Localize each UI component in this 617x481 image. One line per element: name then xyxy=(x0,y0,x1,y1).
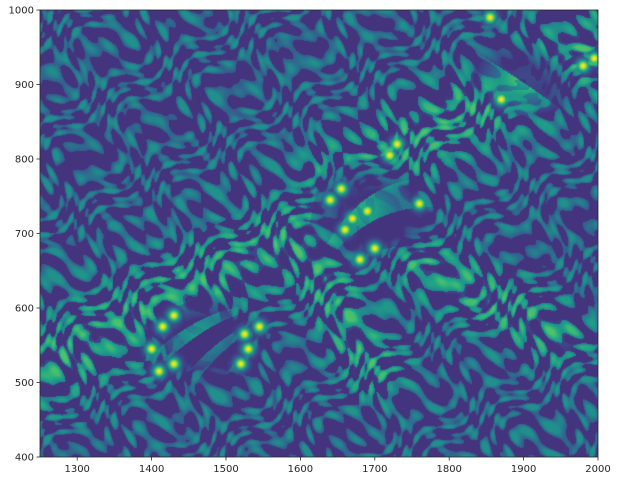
x-tick-label: 1900 xyxy=(511,464,536,475)
y-tick-label: 1000 xyxy=(9,6,34,17)
y-tick-label: 700 xyxy=(15,229,34,240)
x-tick-label: 1800 xyxy=(436,464,461,475)
x-tick-label: 1300 xyxy=(64,464,89,475)
x-axis: 1300 1400 1500 1600 1700 1800 1900 2000 xyxy=(64,457,611,475)
x-tick-label: 1600 xyxy=(288,464,313,475)
x-tick-label: 2000 xyxy=(585,464,610,475)
y-tick-label: 500 xyxy=(15,378,34,389)
y-tick-label: 400 xyxy=(15,453,34,464)
y-tick-label: 800 xyxy=(15,155,34,166)
plot-frame xyxy=(39,9,599,458)
x-tick-label: 1700 xyxy=(362,464,387,475)
x-tick-label: 1500 xyxy=(213,464,238,475)
y-axis: 400 500 600 700 800 900 1000 xyxy=(9,6,40,464)
heatmap-image xyxy=(40,10,598,457)
x-tick-label: 1400 xyxy=(139,464,164,475)
heatmap-plot-area xyxy=(40,10,598,457)
y-tick-label: 600 xyxy=(15,304,34,315)
y-tick-label: 900 xyxy=(15,80,34,91)
